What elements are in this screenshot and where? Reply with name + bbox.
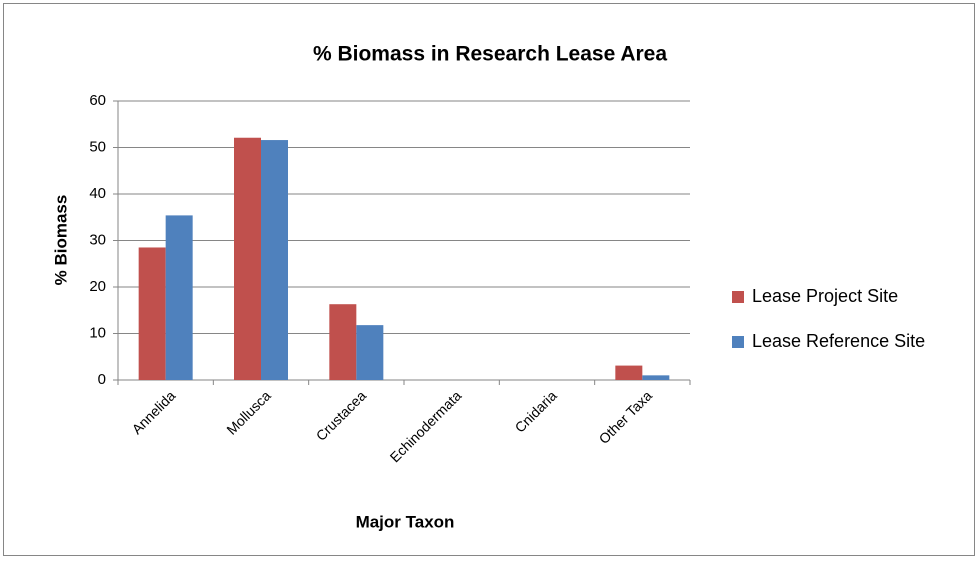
y-tick-label: 30 xyxy=(89,231,106,248)
bar xyxy=(329,304,357,380)
bar xyxy=(234,137,261,380)
legend-swatch xyxy=(732,291,744,303)
bar xyxy=(615,365,643,380)
y-tick-label: 0 xyxy=(98,371,106,388)
bar xyxy=(261,140,288,380)
y-tick-label: 60 xyxy=(89,92,106,109)
y-axis-title: % Biomass xyxy=(51,195,70,286)
legend-label: Lease Project Site xyxy=(752,286,898,306)
bar xyxy=(138,247,166,380)
bar xyxy=(642,375,670,380)
legend-swatch xyxy=(732,336,744,348)
y-tick-label: 40 xyxy=(89,185,106,202)
bar xyxy=(165,215,193,380)
chart-title: % Biomass in Research Lease Area xyxy=(313,43,667,66)
y-tick-label: 10 xyxy=(89,324,106,341)
bar xyxy=(356,325,384,380)
y-tick-label: 50 xyxy=(89,138,106,155)
legend-label: Lease Reference Site xyxy=(752,331,925,351)
y-tick-label: 20 xyxy=(89,278,106,295)
x-axis-title: Major Taxon xyxy=(356,512,455,531)
